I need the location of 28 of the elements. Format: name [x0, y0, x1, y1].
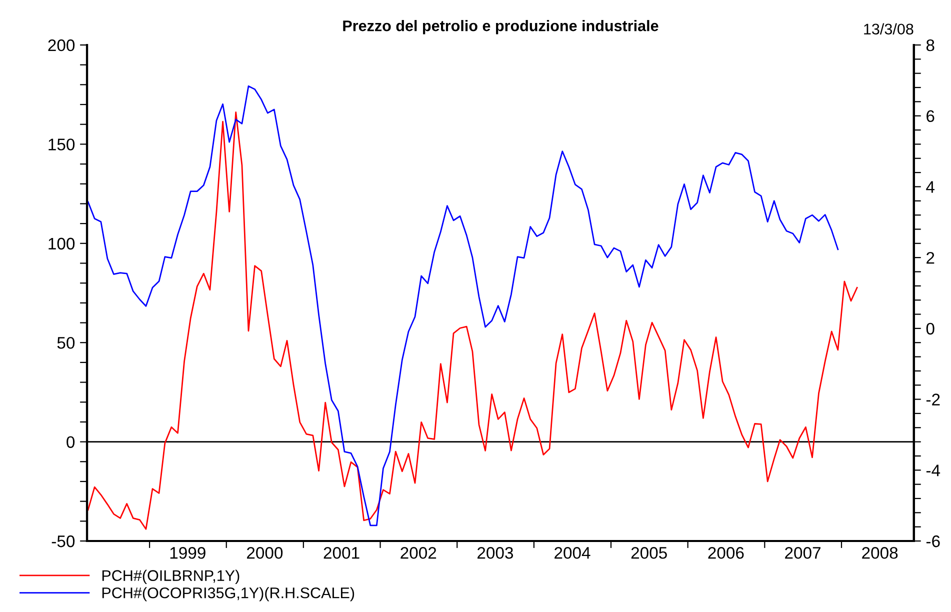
- x-tick-label: 2001: [324, 547, 360, 559]
- x-tick-label: 2005: [631, 547, 667, 559]
- x-tick-label: 2008: [862, 547, 898, 559]
- y-tick-label: 50: [57, 337, 75, 349]
- y2-tick-label: -6: [926, 535, 940, 548]
- y-tick-label: -50: [52, 535, 75, 548]
- y2-tick-label: 0: [926, 322, 934, 335]
- y2-tick-label: 8: [926, 39, 934, 52]
- y-tick-label: 0: [66, 436, 75, 448]
- y-tick-label: 100: [48, 238, 75, 250]
- y2-tick-label: 6: [926, 110, 934, 122]
- text: 13/3/08: [864, 23, 914, 35]
- x-tick-label: 2002: [400, 547, 436, 559]
- x-tick-label: 2006: [708, 547, 744, 559]
- y2-tick-label: -2: [926, 394, 940, 406]
- y-tick-label: 200: [48, 39, 75, 52]
- y-tick-label: 150: [48, 138, 75, 150]
- x-tick-label: 2007: [785, 547, 820, 559]
- legend-label: PCH#(OILBRNP,1Y): [102, 570, 240, 584]
- y2-tick-label: -4: [926, 464, 940, 476]
- x-tick-label: 1999: [170, 547, 206, 559]
- legend-label: PCH#(OCOPRI35G,1Y)(R.H.SCALE): [102, 587, 354, 602]
- x-tick-label: 2003: [478, 547, 514, 559]
- x-tick-label: 2004: [554, 547, 590, 559]
- chart-title: Prezzo del petrolio e produzione industriale: [343, 20, 658, 34]
- x-tick-label: 2000: [246, 547, 283, 559]
- y2-tick-label: 2: [926, 252, 934, 264]
- y2-tick-label: 4: [926, 181, 934, 193]
